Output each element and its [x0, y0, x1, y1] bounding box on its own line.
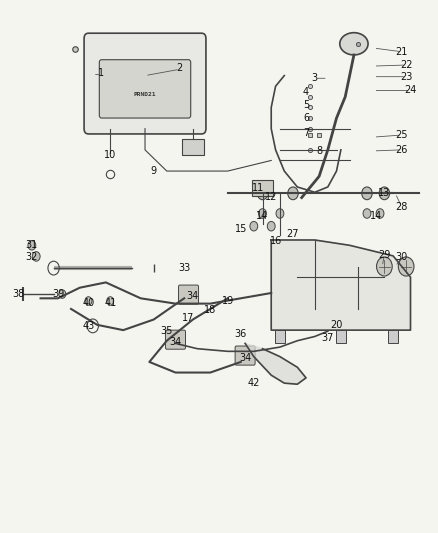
Circle shape [288, 187, 298, 200]
Text: 14: 14 [256, 211, 268, 221]
Circle shape [32, 252, 40, 261]
FancyBboxPatch shape [179, 285, 198, 304]
Circle shape [267, 221, 275, 231]
Circle shape [379, 187, 390, 200]
Bar [336, 330, 346, 343]
Text: 27: 27 [287, 229, 299, 239]
Circle shape [28, 240, 36, 250]
Text: 26: 26 [396, 145, 408, 155]
Bar [275, 330, 285, 343]
Text: 17: 17 [182, 313, 195, 324]
Circle shape [398, 257, 414, 276]
Text: 28: 28 [396, 202, 408, 212]
Text: 22: 22 [400, 60, 413, 70]
Text: 4: 4 [303, 86, 309, 96]
Text: 23: 23 [400, 71, 412, 82]
Bar [388, 330, 398, 343]
Circle shape [250, 221, 258, 231]
Text: 10: 10 [104, 150, 117, 160]
FancyBboxPatch shape [235, 346, 255, 365]
Text: 20: 20 [330, 320, 343, 330]
Circle shape [377, 257, 392, 276]
Text: 5: 5 [303, 100, 309, 110]
Circle shape [276, 209, 284, 218]
Text: 6: 6 [303, 113, 309, 123]
Polygon shape [245, 343, 306, 384]
Circle shape [362, 187, 372, 200]
Text: 31: 31 [26, 240, 38, 251]
Bar [252, 180, 273, 196]
Polygon shape [271, 240, 410, 330]
Text: 15: 15 [235, 224, 247, 235]
Text: 39: 39 [52, 289, 64, 299]
Text: 21: 21 [396, 47, 408, 56]
Text: 38: 38 [13, 289, 25, 299]
Text: 34: 34 [170, 337, 182, 347]
Text: 36: 36 [235, 329, 247, 340]
Text: 41: 41 [104, 297, 117, 308]
Text: 35: 35 [161, 326, 173, 336]
Circle shape [376, 209, 384, 218]
Text: 40: 40 [82, 297, 95, 308]
Text: 11: 11 [252, 183, 264, 193]
Text: 42: 42 [247, 378, 260, 388]
Text: 9: 9 [151, 166, 157, 176]
FancyBboxPatch shape [166, 330, 185, 349]
Text: 13: 13 [378, 188, 391, 198]
Circle shape [257, 187, 268, 200]
Text: 3: 3 [312, 73, 318, 83]
Text: 19: 19 [222, 296, 234, 306]
Text: 14: 14 [370, 211, 382, 221]
Bar [182, 139, 204, 155]
Text: 8: 8 [316, 146, 322, 156]
Circle shape [258, 209, 266, 218]
Text: 7: 7 [303, 128, 309, 138]
Text: 34: 34 [239, 353, 251, 362]
Text: 33: 33 [178, 263, 190, 272]
Ellipse shape [340, 33, 368, 55]
Text: 24: 24 [404, 85, 417, 95]
Text: 34: 34 [187, 290, 199, 301]
Text: 16: 16 [269, 236, 282, 246]
Text: 43: 43 [82, 321, 95, 331]
Text: 29: 29 [378, 250, 391, 260]
Text: 1: 1 [99, 68, 105, 78]
Text: 18: 18 [204, 305, 216, 315]
Text: 12: 12 [265, 191, 277, 201]
Text: 25: 25 [396, 130, 408, 140]
Circle shape [59, 290, 66, 298]
Text: 30: 30 [396, 252, 408, 262]
Circle shape [85, 297, 92, 305]
FancyBboxPatch shape [84, 33, 206, 134]
Text: 37: 37 [321, 333, 334, 343]
Circle shape [107, 297, 114, 305]
Circle shape [363, 209, 371, 218]
Text: PRND21: PRND21 [134, 92, 156, 96]
Text: 2: 2 [177, 63, 183, 72]
FancyBboxPatch shape [99, 60, 191, 118]
Text: 32: 32 [26, 252, 38, 262]
